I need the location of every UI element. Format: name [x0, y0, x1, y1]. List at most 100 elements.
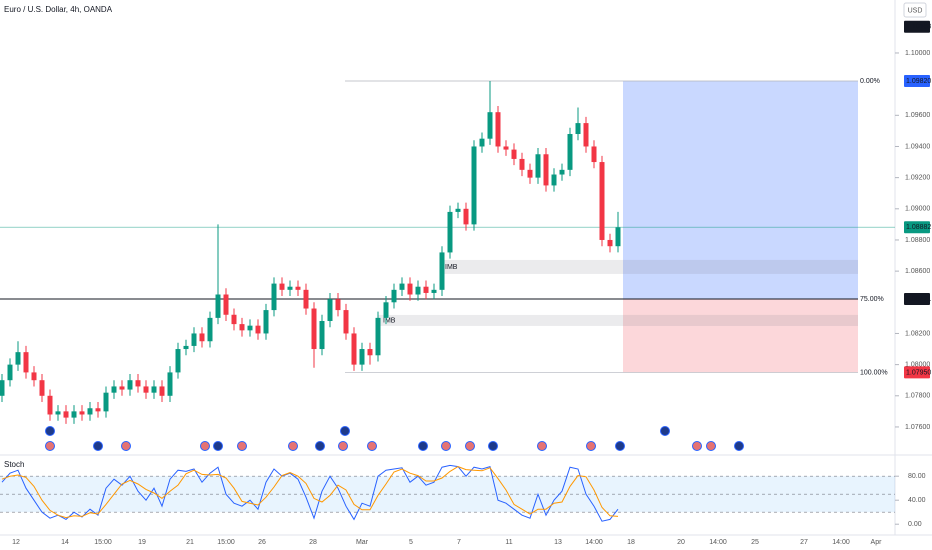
candle-body	[223, 294, 229, 315]
candle-body	[119, 386, 125, 390]
stop-zone	[623, 299, 858, 373]
candle-body	[551, 174, 557, 186]
candle-body	[391, 289, 397, 303]
candle-body	[319, 320, 325, 350]
candle-body	[599, 162, 605, 240]
price-label-box	[904, 293, 930, 306]
candle-body	[247, 325, 253, 331]
price-label: 1.09820	[906, 78, 931, 85]
candle-body	[615, 227, 621, 247]
price-label-box	[904, 20, 930, 33]
fib-label: 0.00%	[860, 78, 880, 85]
candle-body	[191, 333, 197, 346]
candle-body	[7, 364, 13, 381]
candle-body	[431, 289, 437, 293]
event-icon	[706, 441, 716, 451]
candle-body	[535, 154, 541, 178]
event-icon	[288, 441, 298, 451]
x-tick-label: 19	[138, 539, 146, 546]
candle-body	[199, 333, 205, 342]
candle-body	[295, 286, 301, 290]
candle-body	[103, 392, 109, 412]
candle-body	[95, 408, 101, 412]
currency-label: USD	[908, 7, 923, 14]
candle-body	[519, 158, 525, 170]
event-icon	[692, 441, 702, 451]
event-icon	[465, 441, 475, 451]
event-icon	[367, 441, 377, 451]
y-tick-label: 1.09000	[905, 206, 930, 213]
y-tick-label: 1.07800	[905, 393, 930, 400]
event-icon	[121, 441, 131, 451]
event-icon	[338, 441, 348, 451]
stoch-tick-label: 40.00	[908, 497, 926, 504]
event-icon	[734, 441, 744, 451]
candle-body	[503, 146, 509, 150]
candle-body	[487, 112, 493, 139]
stoch-tick-label: 0.00	[908, 521, 922, 528]
candle-body	[167, 372, 173, 396]
candle-body	[63, 411, 69, 418]
y-tick-label: 1.09200	[905, 174, 930, 181]
candle-body	[47, 395, 53, 415]
y-tick-label: 1.08600	[905, 268, 930, 275]
event-icon	[615, 441, 625, 451]
candle-body	[471, 146, 477, 225]
x-tick-label: 14:00	[585, 539, 603, 546]
event-icon	[660, 426, 670, 436]
candle-body	[87, 408, 93, 415]
stoch-line	[1, 466, 619, 519]
y-tick-label: 1.09400	[905, 143, 930, 150]
candle-body	[71, 411, 77, 418]
x-tick-label: 27	[800, 539, 808, 546]
y-tick-label: 1.08800	[905, 237, 930, 244]
candle-body	[439, 252, 445, 290]
event-icon	[45, 426, 55, 436]
y-tick-label: 1.10000	[905, 50, 930, 57]
candle-body	[239, 324, 245, 331]
candle-body	[303, 289, 309, 309]
x-tick-label: 25	[751, 539, 759, 546]
event-icon	[537, 441, 547, 451]
candle-body	[343, 310, 349, 334]
candle-body	[407, 283, 413, 295]
fib-label: 100.00%	[860, 369, 888, 376]
candle-body	[39, 380, 45, 396]
event-icon	[488, 441, 498, 451]
price-label-box	[904, 366, 930, 379]
candle-body	[311, 308, 317, 350]
x-tick-label: 14:00	[709, 539, 727, 546]
candle-body	[527, 169, 533, 178]
currency-box[interactable]	[903, 2, 927, 18]
indicator-title: Stoch	[4, 460, 24, 469]
event-icon	[93, 441, 103, 451]
stoch-tick-label: 80.00	[908, 473, 926, 480]
price-label-box	[904, 221, 930, 234]
candle-body	[207, 317, 213, 342]
candle-body	[335, 299, 341, 311]
candle-body	[111, 386, 117, 393]
x-tick-label: 18	[627, 539, 635, 546]
candle-body	[559, 169, 565, 175]
candle-body	[511, 149, 517, 159]
price-label: 1.07950	[906, 369, 931, 376]
candle-body	[327, 299, 333, 321]
x-tick-label: 5	[409, 539, 413, 546]
imbalance-label: IMB	[445, 264, 458, 271]
candle-body	[479, 138, 485, 147]
candle-body	[127, 380, 133, 390]
x-tick-label: 26	[258, 539, 266, 546]
candle-body	[231, 314, 237, 325]
y-tick-label: 1.08200	[905, 330, 930, 337]
chart-title: Euro / U.S. Dollar, 4h, OANDA	[4, 5, 113, 14]
price-label-box	[904, 75, 930, 88]
x-tick-label: 21	[186, 539, 194, 546]
candle-body	[263, 310, 269, 334]
y-tick-label: 1.08000	[905, 361, 930, 368]
candle-body	[567, 134, 573, 170]
event-icon	[315, 441, 325, 451]
candle-body	[159, 386, 165, 396]
event-icon	[340, 426, 350, 436]
candle-body	[495, 112, 501, 147]
event-icon	[441, 441, 451, 451]
